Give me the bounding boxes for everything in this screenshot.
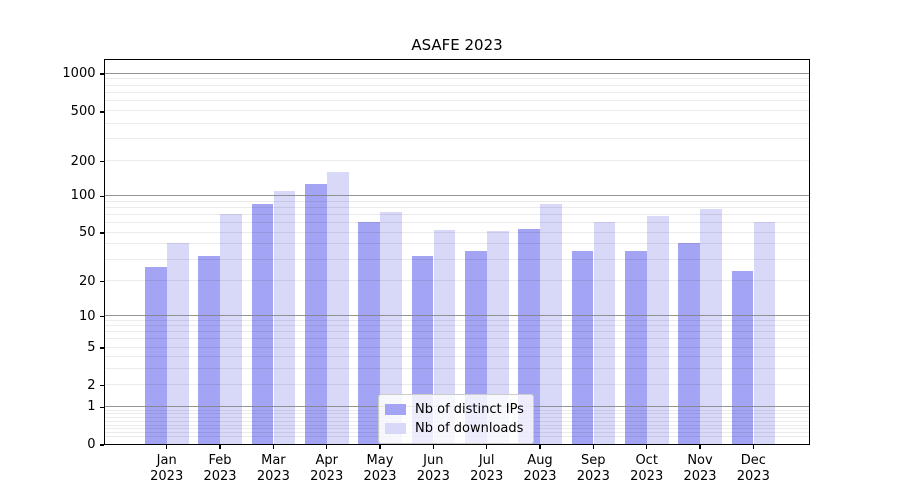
- y-tick-label: 1: [87, 399, 96, 415]
- x-tick: [592, 445, 594, 449]
- minor-gridline: [105, 138, 809, 140]
- y-tick: [99, 111, 104, 113]
- y-tick-label: 20: [78, 273, 96, 289]
- x-tick-label: Nov 2023: [683, 453, 717, 484]
- bar-feb-2023-nb-of-distinct-ips: [198, 255, 220, 444]
- bar-apr-2023-nb-of-downloads: [326, 171, 349, 444]
- bar-jan-2023-nb-of-distinct-ips: [144, 266, 167, 444]
- y-tick: [99, 316, 104, 318]
- x-tick: [699, 445, 701, 449]
- y-tick-label: 10: [78, 308, 96, 324]
- minor-gridline: [105, 110, 809, 112]
- x-tick-label: Jul 2023: [470, 453, 504, 484]
- x-tick: [646, 445, 648, 449]
- y-tick-label: 200: [70, 153, 96, 169]
- y-tick-label: 1000: [62, 66, 96, 82]
- x-tick-label: Mar 2023: [256, 453, 290, 484]
- major-gridline: [105, 194, 809, 196]
- x-tick: [379, 445, 381, 449]
- bar-sep-2023-nb-of-distinct-ips: [571, 251, 594, 444]
- bar-nov-2023-nb-of-distinct-ips: [678, 242, 700, 444]
- y-tick-label: 2: [87, 377, 96, 393]
- legend: Nb of distinct IPs Nb of downloads: [378, 394, 534, 444]
- bar-oct-2023-nb-of-downloads: [646, 215, 669, 444]
- y-tick-label: 0: [87, 437, 96, 452]
- bar-apr-2023-nb-of-distinct-ips: [304, 184, 327, 444]
- minor-gridline: [105, 160, 809, 162]
- major-gridline: [105, 72, 809, 74]
- x-tick: [539, 445, 541, 449]
- legend-item: Nb of downloads: [385, 419, 524, 438]
- x-tick-label: Sep 2023: [576, 453, 610, 484]
- x-tick-label: Dec 2023: [736, 453, 770, 484]
- bar-aug-2023-nb-of-distinct-ips: [518, 229, 540, 444]
- bar-aug-2023-nb-of-downloads: [540, 204, 562, 444]
- x-tick-label: Feb 2023: [203, 453, 237, 484]
- y-tick-label: 100: [70, 188, 96, 204]
- minor-gridline: [105, 122, 809, 124]
- minor-gridline: [105, 84, 809, 86]
- y-tick: [99, 73, 104, 75]
- bar-jun-2023-nb-of-downloads: [433, 230, 456, 444]
- x-tick-label: May 2023: [363, 453, 397, 484]
- minor-gridline: [105, 92, 809, 93]
- y-tick: [99, 232, 104, 234]
- legend-label: Nb of downloads: [415, 421, 524, 436]
- bar-dec-2023-nb-of-downloads: [753, 222, 776, 444]
- y-tick-label: 50: [78, 225, 96, 241]
- x-tick: [272, 445, 275, 449]
- x-tick: [219, 445, 221, 449]
- bar-dec-2023-nb-of-distinct-ips: [731, 271, 754, 444]
- y-tick: [99, 281, 104, 283]
- legend-swatch-nb-of-distinct-ips: [385, 404, 406, 415]
- bar-nov-2023-nb-of-downloads: [700, 209, 722, 444]
- x-tick: [752, 445, 754, 449]
- x-tick-label: Oct 2023: [630, 453, 664, 484]
- minor-gridline: [105, 200, 809, 202]
- x-tick: [166, 445, 168, 449]
- bar-jan-2023-nb-of-downloads: [166, 242, 189, 444]
- bar-feb-2023-nb-of-downloads: [220, 214, 242, 444]
- bar-jul-2023-nb-of-downloads: [486, 231, 509, 444]
- x-tick-label: Aug 2023: [523, 453, 557, 484]
- bar-sep-2023-nb-of-downloads: [593, 222, 616, 444]
- legend-swatch-nb-of-downloads: [385, 423, 406, 434]
- y-tick: [99, 195, 104, 198]
- legend-label: Nb of distinct IPs: [415, 402, 524, 417]
- x-tick: [486, 445, 488, 449]
- x-tick-label: Jan 2023: [150, 453, 184, 484]
- bar-mar-2023-nb-of-distinct-ips: [251, 204, 274, 444]
- bar-may-2023-nb-of-downloads: [380, 212, 402, 444]
- y-tick: [99, 444, 104, 446]
- minor-gridline: [105, 206, 809, 208]
- x-tick-label: Jun 2023: [416, 453, 450, 484]
- bar-may-2023-nb-of-distinct-ips: [358, 222, 380, 444]
- minor-gridline: [105, 100, 809, 102]
- x-tick-label: Apr 2023: [310, 453, 344, 484]
- bar-oct-2023-nb-of-distinct-ips: [624, 251, 647, 444]
- bar-mar-2023-nb-of-downloads: [273, 190, 296, 444]
- y-tick: [99, 347, 104, 349]
- plot-area: Nb of distinct IPs Nb of downloads: [104, 59, 810, 445]
- chart-title: ASAFE 2023: [411, 36, 503, 54]
- y-tick-label: 5: [87, 340, 96, 356]
- y-tick-label: 500: [70, 103, 96, 119]
- minor-gridline: [105, 78, 809, 80]
- y-tick: [99, 406, 104, 408]
- x-tick: [326, 445, 328, 449]
- x-tick: [432, 445, 434, 449]
- y-tick: [99, 161, 104, 163]
- y-tick: [99, 384, 104, 387]
- legend-item: Nb of distinct IPs: [385, 400, 524, 419]
